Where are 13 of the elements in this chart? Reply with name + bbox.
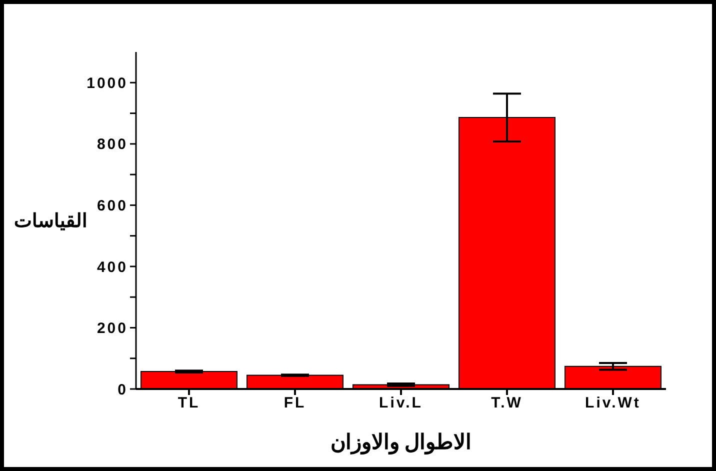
y-tick-label: 800 xyxy=(96,136,128,154)
y-tick-label: 0 xyxy=(118,381,128,398)
y-tick-label: 400 xyxy=(96,258,128,276)
y-tick-label: 1000 xyxy=(86,74,128,92)
x-tick-label: FL xyxy=(284,394,306,412)
x-axis-title: الاطوال والاوزان xyxy=(330,430,472,455)
y-tick-label: 200 xyxy=(96,320,128,338)
y-axis-title: القياسات xyxy=(14,211,87,232)
x-tick-label: Liv.Wt xyxy=(585,394,641,412)
x-tick-label: T.W xyxy=(491,394,523,412)
y-tick-label: 600 xyxy=(96,198,128,215)
x-tick-label: Liv.L xyxy=(379,394,423,412)
x-tick-label: TL xyxy=(178,394,200,412)
